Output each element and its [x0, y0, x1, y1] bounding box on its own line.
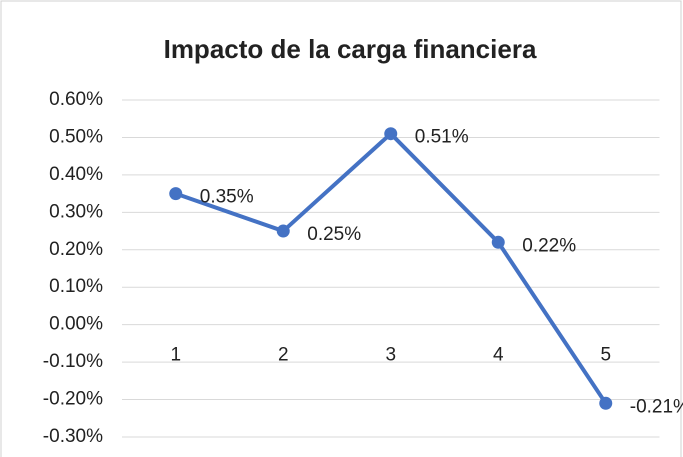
marker — [599, 396, 613, 410]
data-label: 0.25% — [307, 224, 361, 245]
y-tick-label: -0.20% — [43, 389, 103, 410]
y-tick-label: 0.00% — [49, 314, 103, 335]
y-tick-label: 0.30% — [49, 201, 103, 222]
data-label: -0.21% — [630, 396, 683, 417]
marker — [276, 224, 290, 238]
chart-title: Impacto de la carga financiera — [164, 34, 537, 64]
marker — [491, 235, 505, 249]
y-tick-label: 0.40% — [49, 164, 103, 185]
marker — [384, 127, 398, 141]
y-tick-label: 0.60% — [49, 89, 103, 110]
x-tick-label: 4 — [493, 345, 504, 366]
marker — [169, 187, 183, 201]
x-tick-label: 5 — [600, 345, 611, 366]
y-tick-label: 0.10% — [49, 276, 103, 297]
y-tick-label: 0.50% — [49, 126, 103, 147]
data-label: 0.22% — [522, 235, 576, 256]
data-label: 0.51% — [415, 127, 469, 148]
x-tick-label: 3 — [385, 345, 396, 366]
y-tick-label: -0.30% — [43, 426, 103, 447]
y-tick-label: -0.10% — [43, 351, 103, 372]
x-tick-label: 1 — [170, 345, 181, 366]
y-tick-label: 0.20% — [49, 239, 103, 260]
x-tick-label: 2 — [278, 345, 289, 366]
data-label: 0.35% — [200, 187, 254, 208]
